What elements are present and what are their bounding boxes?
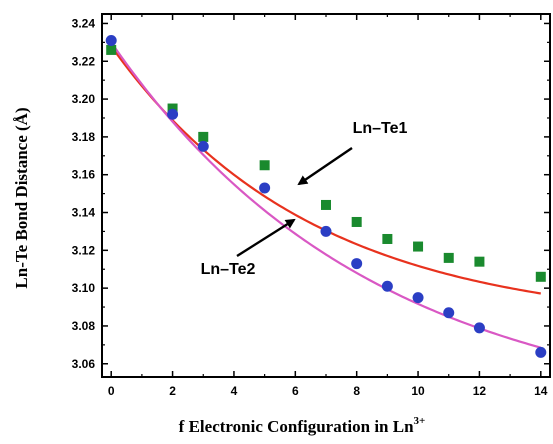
y-tick-label: 3.14 xyxy=(72,206,96,220)
y-tick-label: 3.12 xyxy=(72,243,96,257)
y-tick-label: 3.22 xyxy=(72,54,96,68)
data-point-series-1 xyxy=(535,271,546,282)
x-tick-label: 6 xyxy=(292,384,299,398)
data-point-series-1 xyxy=(198,131,209,142)
y-tick-label: 3.10 xyxy=(72,281,96,295)
y-tick-label: 3.06 xyxy=(72,357,96,371)
data-point-series-1 xyxy=(351,216,362,227)
annotation-arrow-2 xyxy=(236,218,296,258)
data-point-series-2 xyxy=(381,280,393,292)
y-tick-label: 3.24 xyxy=(72,16,96,30)
x-axis-title-text: f Electronic Configuration in Ln xyxy=(179,417,414,436)
x-tick-label: 14 xyxy=(534,384,548,398)
x-tick-label: 10 xyxy=(411,384,425,398)
x-tick-label: 2 xyxy=(169,384,176,398)
y-axis-title: Ln-Te Bond Distance (Å) xyxy=(12,107,31,288)
y-tick-label: 3.18 xyxy=(72,130,96,144)
data-point-series-2 xyxy=(443,307,455,319)
data-point-series-2 xyxy=(535,346,547,358)
plot-frame xyxy=(101,13,551,378)
y-tick-label: 3.20 xyxy=(72,92,96,106)
data-point-series-2 xyxy=(351,258,363,270)
data-point-series-1 xyxy=(474,256,485,267)
fit-curve-series-1 xyxy=(110,45,541,295)
annotation-label-1: Ln–Te1 xyxy=(353,120,408,137)
data-point-series-2 xyxy=(320,225,332,237)
data-point-series-2 xyxy=(473,322,485,334)
data-point-series-2 xyxy=(412,292,424,304)
x-axis-title: f Electronic Configuration in Ln3+ xyxy=(179,415,426,436)
data-point-series-1 xyxy=(259,160,270,171)
y-tick-label: 3.08 xyxy=(72,319,96,333)
data-point-series-2 xyxy=(197,140,209,152)
annotation-label-2: Ln–Te2 xyxy=(201,261,256,278)
x-tick-label: 12 xyxy=(473,384,487,398)
data-point-series-1 xyxy=(321,199,331,210)
data-point-series-1 xyxy=(382,233,393,244)
x-axis-title-superscript: 3+ xyxy=(414,415,426,427)
data-point-series-2 xyxy=(105,34,117,46)
x-tick-label: 0 xyxy=(108,384,115,398)
data-point-series-2 xyxy=(167,108,179,120)
data-point-series-1 xyxy=(106,44,117,55)
x-tick-label: 4 xyxy=(231,384,238,398)
y-tick-label: 3.16 xyxy=(72,168,96,182)
annotation-arrow-1 xyxy=(297,147,353,186)
data-point-series-1 xyxy=(413,241,424,252)
data-point-series-1 xyxy=(167,103,178,114)
fit-curve-series-2 xyxy=(110,41,542,349)
x-tick-label: 8 xyxy=(353,384,360,398)
data-point-series-1 xyxy=(443,252,454,263)
data-point-series-2 xyxy=(259,182,271,194)
